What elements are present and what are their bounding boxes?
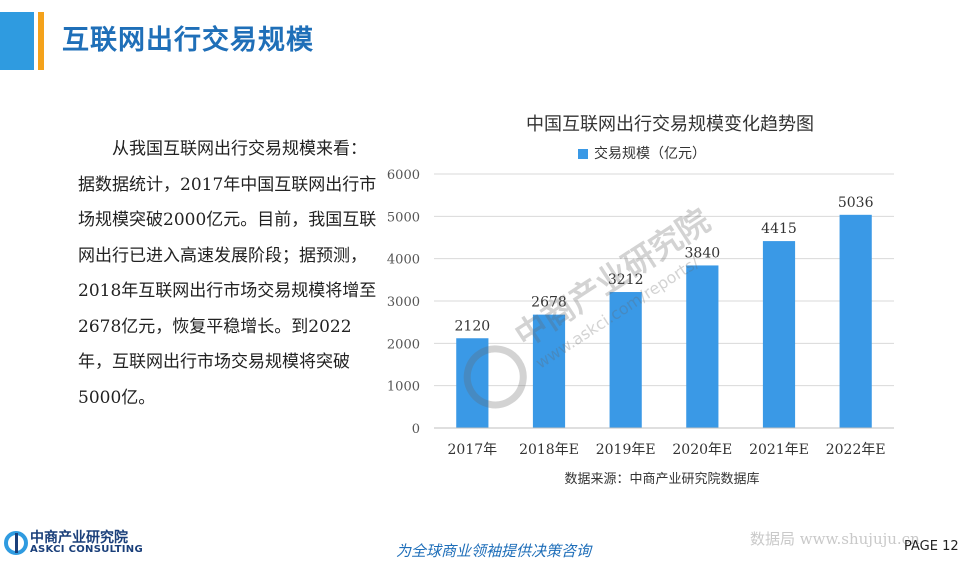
x-tick-label: 2017年	[448, 442, 498, 458]
bar	[456, 338, 489, 428]
footer-logo-cn: 中商产业研究院	[30, 530, 128, 546]
page-title: 互联网出行交易规模	[62, 25, 314, 56]
bar-chart: 中国互联网出行交易规模变化趋势图 交易规模（亿元） 2120 2678 3212 38…	[387, 114, 894, 487]
x-tick-label: 2019年E	[596, 442, 656, 458]
data-label: 5036	[838, 195, 874, 211]
page-number: PAGE 12	[904, 539, 959, 554]
bar	[609, 292, 642, 428]
chart-title: 中国互联网出行交易规模变化趋势图	[526, 114, 814, 135]
y-tick-label: 0	[412, 422, 420, 437]
header-accent-bar	[0, 12, 34, 70]
y-tick-label: 2000	[387, 337, 420, 352]
bar	[839, 214, 872, 428]
y-tick-label: 1000	[387, 380, 420, 395]
body-paragraph: 从我国互联网出行交易规模来看：据数据统计，2017年中国互联网出行市场规模突破2…	[78, 139, 377, 408]
legend-swatch	[578, 149, 588, 159]
data-label: 2120	[455, 318, 491, 334]
bar	[532, 314, 566, 428]
chart-source: 数据来源：中商产业研究院数据库	[564, 471, 759, 487]
y-tick-label: 4000	[387, 253, 420, 268]
askci-logo-icon	[4, 531, 28, 555]
x-tick-label: 2018年E	[519, 442, 579, 458]
footer-watermark: 数据局 www.shujuju.cn	[750, 530, 920, 548]
x-tick-label: 2021年E	[749, 442, 809, 458]
bar	[762, 241, 796, 428]
y-tick-label: 3000	[387, 295, 420, 310]
x-tick-label: 2022年E	[826, 442, 886, 458]
footer-logo: 中商产业研究院 ASKCI CONSULTING	[4, 527, 144, 559]
y-tick-label: 6000	[387, 168, 420, 183]
data-label: 3840	[685, 245, 721, 261]
legend-label: 交易规模（亿元）	[594, 145, 706, 162]
x-tick-label: 2020年E	[672, 442, 732, 458]
y-tick-label: 5000	[387, 210, 420, 225]
chart-legend: 交易规模（亿元）	[578, 145, 706, 162]
bar	[686, 265, 719, 428]
watermark-logo-icon	[463, 345, 527, 409]
footer-logo-en: ASKCI CONSULTING	[30, 544, 143, 555]
header-accent-stripe	[38, 12, 44, 70]
footer-slogan: 为全球商业领袖提供决策咨询	[396, 542, 592, 560]
data-label: 2678	[531, 295, 567, 311]
data-label: 4415	[761, 221, 797, 237]
data-label: 3212	[608, 272, 644, 288]
